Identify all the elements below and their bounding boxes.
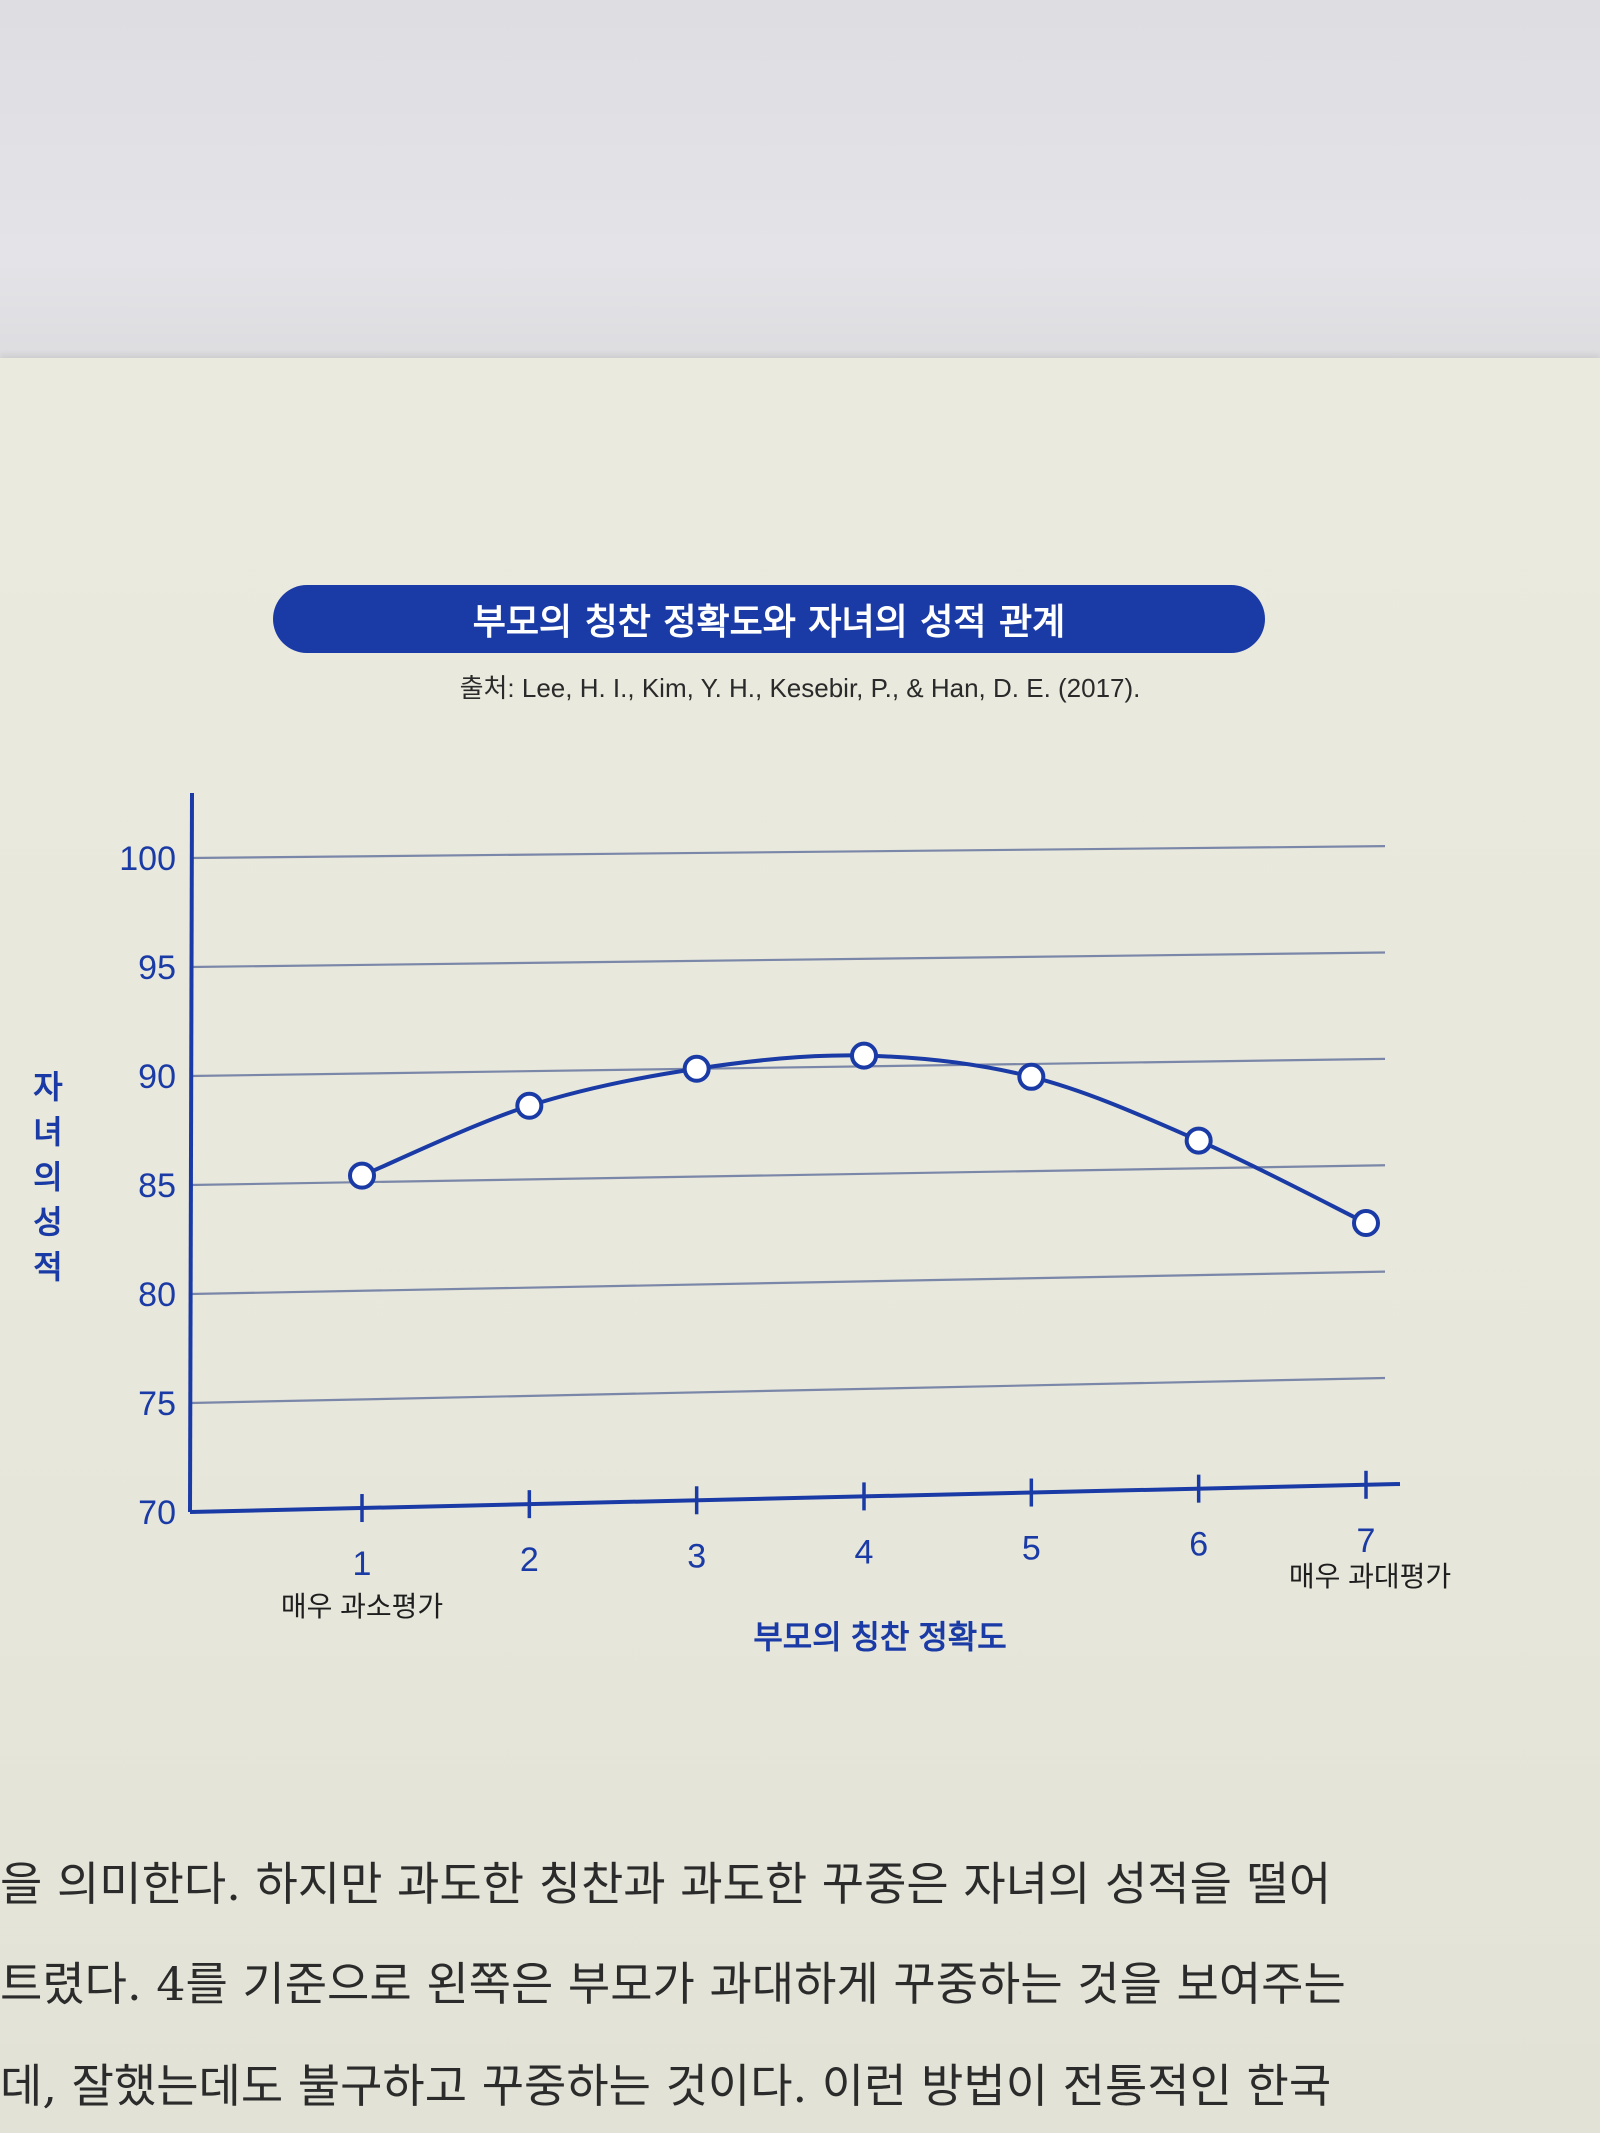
y-axis-label-char: 자: [33, 1069, 63, 1105]
data-point: [515, 1091, 544, 1120]
y-axis-label-char: 성: [33, 1204, 62, 1240]
book-page: [0, 358, 1600, 2133]
y-tick-label: 90: [138, 1058, 176, 1096]
data-point: [348, 1161, 376, 1190]
data-point: [1184, 1126, 1213, 1155]
gridline: [189, 845, 1386, 860]
body-line-1: 을 의미한다. 하지만 과도한 칭찬과 과도한 꾸중은 자녀의 성적을 떨어: [0, 1857, 1332, 1911]
x-axis-label: 부모의 칭찬 정확도: [753, 1619, 1006, 1655]
data-point: [1352, 1209, 1380, 1238]
x-ticks: 1 2 3 4 5 6 7: [353, 1470, 1376, 1583]
data-points: [348, 1041, 1380, 1238]
x-annotation-low: 매우 과소평가: [281, 1591, 443, 1622]
axes: [188, 792, 1401, 1514]
series-line: [361, 1053, 1367, 1225]
data-point: [1017, 1062, 1046, 1091]
x-tick-label: 5: [1022, 1530, 1041, 1568]
y-tick-label: 80: [138, 1276, 176, 1314]
data-point: [682, 1054, 711, 1083]
x-tick-label: 6: [1189, 1526, 1208, 1564]
body-line-2: 트렸다. 4를 기준으로 왼쪽은 부모가 과대하게 꾸중하는 것을 보여주는: [0, 1957, 1346, 2011]
x-axis: [189, 1482, 1401, 1514]
y-tick-label: 100: [119, 840, 176, 878]
y-tick-label: 75: [138, 1385, 176, 1423]
gridlines: [189, 845, 1386, 1405]
body-line-3: 데, 잘했는데도 불구하고 꾸중하는 것이다. 이런 방법이 전통적인 한국: [0, 2059, 1332, 2113]
chart-title: 부모의 칭찬 정확도와 자녀의 성적 관계: [472, 602, 1066, 643]
gridline: [189, 1057, 1386, 1078]
x-tick-label: 4: [855, 1533, 874, 1571]
y-axis-label-char: 녀: [33, 1114, 62, 1150]
x-annotation-high: 매우 과대평가: [1289, 1561, 1451, 1592]
data-point: [850, 1041, 878, 1070]
y-tick-labels: 100 95 90 85 80 75 70: [119, 840, 176, 1532]
y-tick-label: 85: [138, 1167, 176, 1205]
y-tick-label: 70: [138, 1494, 176, 1532]
background-surface: [0, 0, 1600, 372]
series-line-path: [361, 1053, 1367, 1225]
y-axis-label-char: 의: [33, 1159, 62, 1195]
y-axis-label-char: 적: [33, 1249, 62, 1285]
x-tick-label: 3: [687, 1537, 706, 1575]
gridline: [189, 951, 1386, 969]
y-tick-label: 95: [138, 949, 176, 987]
x-tick-label: 1: [353, 1545, 372, 1583]
y-axis: [188, 792, 194, 1513]
x-tick-label: 2: [520, 1541, 539, 1579]
chart-source-citation: 출처: Lee, H. I., Kim, Y. H., Kesebir, P.,…: [459, 673, 1141, 703]
gridline: [189, 1376, 1386, 1405]
chart-title-banner: 부모의 칭찬 정확도와 자녀의 성적 관계: [273, 585, 1265, 653]
x-tick-label: 7: [1357, 1522, 1376, 1560]
gridline: [189, 1164, 1386, 1187]
gridline: [189, 1270, 1386, 1296]
